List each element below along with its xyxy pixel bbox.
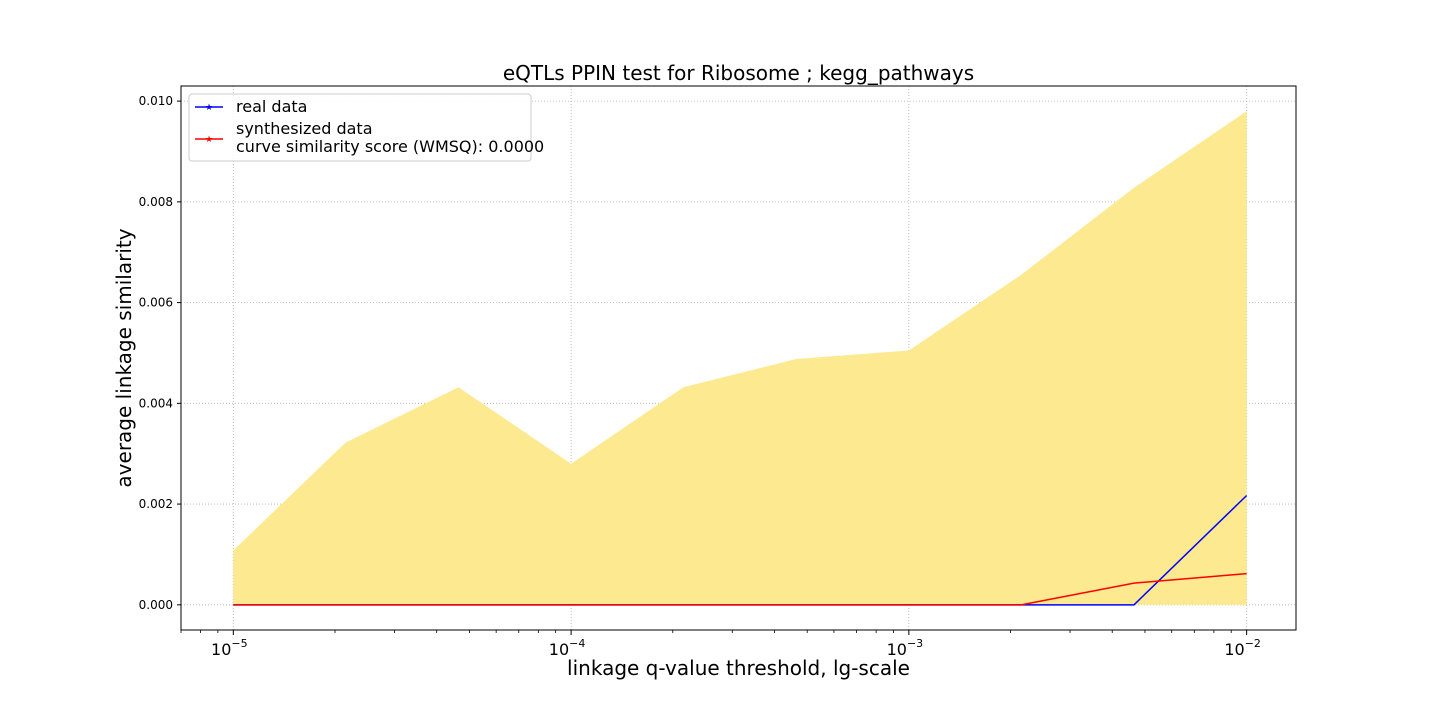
legend-star-marker: ★ <box>205 103 213 113</box>
x-tick-label-base: 10 <box>1224 640 1244 659</box>
legend-star-marker: ★ <box>205 135 213 145</box>
x-tick-label-base: 10 <box>549 640 569 659</box>
x-tick-label: 10−3 <box>887 637 924 659</box>
x-tick-label-exponent: −4 <box>569 637 585 650</box>
plot-area-frame <box>180 85 1297 631</box>
y-tick-label: 0.010 <box>139 94 173 108</box>
legend-label: synthesized data <box>236 119 373 138</box>
y-tick-label: 0.002 <box>139 497 173 511</box>
x-tick-label: 10−2 <box>1224 637 1261 659</box>
x-tick-label-exponent: −5 <box>231 637 247 650</box>
x-tick-label: 10−4 <box>549 637 586 659</box>
confidence-band-layer <box>233 111 1247 605</box>
y-axis-label: average linkage similarity <box>112 228 136 487</box>
x-tick-label-base: 10 <box>887 640 907 659</box>
x-tick-label: 10−5 <box>211 637 248 659</box>
y-tick-label: 0.006 <box>139 296 173 310</box>
y-tick-label: 0.008 <box>139 195 173 209</box>
x-tick-label-base: 10 <box>211 640 231 659</box>
legend-box <box>188 93 532 162</box>
x-axis-label: linkage q-value threshold, lg-scale <box>567 656 910 680</box>
x-tick-label-exponent: −3 <box>907 637 923 650</box>
y-tick-label: 0.004 <box>139 396 173 410</box>
legend-label: curve similarity score (WMSQ): 0.0000 <box>236 137 544 156</box>
confidence-band <box>233 111 1247 605</box>
y-tick-label: 0.000 <box>139 598 173 612</box>
series-layer <box>233 494 1248 606</box>
chart-title: eQTLs PPIN test for Ribosome ; kegg_path… <box>503 61 974 85</box>
legend-label: real data <box>236 97 307 116</box>
x-tick-label-exponent: −2 <box>1245 637 1261 650</box>
series-line-synthesized-data <box>233 572 1247 606</box>
